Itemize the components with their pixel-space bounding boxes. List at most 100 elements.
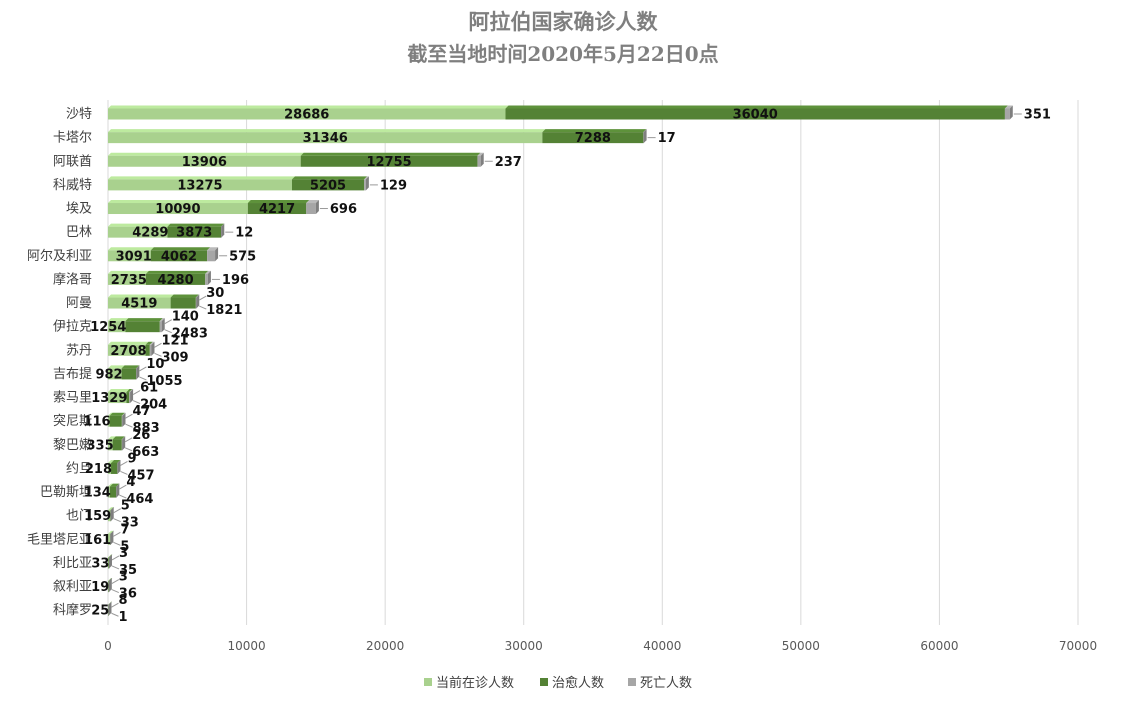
leader-line-s1-14 <box>124 447 133 452</box>
chart-title: 阿拉伯国家确诊人数 <box>469 9 659 34</box>
value-label-s0-10: 2708 <box>110 344 146 359</box>
bar-top-0-18 <box>108 530 114 534</box>
value-label-s2-2: 237 <box>495 155 522 170</box>
value-label-s1-1: 7288 <box>575 131 611 146</box>
category-label-8: 阿曼 <box>66 296 92 311</box>
bar-side-5 <box>221 223 225 238</box>
leader-line-s2-15 <box>120 461 128 466</box>
bar-s1-19 <box>108 557 110 569</box>
bar-side-10 <box>151 341 155 356</box>
value-label-s1-3: 5205 <box>310 178 346 193</box>
leader-line-s1-11 <box>139 376 147 381</box>
bar-s1-20 <box>108 581 109 593</box>
value-label-s1-19: 35 <box>119 563 137 578</box>
bar-top-1-15 <box>111 459 121 463</box>
bar-s2-10 <box>149 344 152 356</box>
bar-s1-7 <box>145 273 206 285</box>
bar-s0-21 <box>108 604 109 616</box>
value-label-s0-6: 3091 <box>116 249 152 264</box>
bar-s1-8 <box>170 297 196 309</box>
category-label-12: 索马里 <box>53 391 92 406</box>
bar-s2-4 <box>306 203 316 215</box>
value-label-s0-9: 1254 <box>90 320 126 335</box>
leader-line-s1-16 <box>119 494 127 499</box>
leader-line-s1-12 <box>132 400 141 405</box>
bar-side-1 <box>643 129 647 144</box>
bar-s1-17 <box>110 510 111 522</box>
leader-line-s1-18 <box>113 541 121 546</box>
leader-line-s2-21 <box>111 602 119 608</box>
bar-top-0-16 <box>108 483 113 487</box>
legend-label-2: 死亡人数 <box>640 676 692 691</box>
value-label-s1-9: 2483 <box>172 327 208 342</box>
value-label-s2-5: 12 <box>235 226 253 241</box>
value-label-s2-19: 3 <box>119 546 128 561</box>
bar-s2-13 <box>121 415 123 427</box>
bar-s0-7 <box>108 273 146 285</box>
value-label-s1-10: 309 <box>161 350 188 365</box>
leader-line-s2-17 <box>113 508 121 514</box>
value-label-s0-15: 218 <box>85 462 112 477</box>
bar-side-9 <box>161 318 165 333</box>
value-label-s1-5: 3873 <box>176 226 212 241</box>
bar-top-0-15 <box>108 459 115 463</box>
bar-top-2-4 <box>306 200 319 204</box>
value-label-s0-0: 28686 <box>284 108 329 123</box>
category-label-11: 吉布提 <box>53 366 92 382</box>
bar-s0-13 <box>108 415 110 427</box>
leader-line-s1-8 <box>199 305 207 310</box>
value-label-s1-17: 33 <box>121 516 139 531</box>
category-label-18: 毛里塔尼亚 <box>27 532 92 547</box>
bar-s0-12 <box>108 392 127 404</box>
category-label-17: 也门 <box>66 509 92 524</box>
bar-s2-14 <box>121 439 123 451</box>
value-label-s2-20: 3 <box>119 570 128 585</box>
bar-s1-10 <box>145 344 150 356</box>
bar-s0-18 <box>108 533 111 545</box>
value-label-s1-8: 1821 <box>206 303 242 318</box>
category-label-20: 叙利亚 <box>53 580 92 595</box>
bar-top-1-7 <box>145 270 209 274</box>
bar-s0-14 <box>108 439 113 451</box>
value-label-s2-10: 121 <box>161 333 188 348</box>
category-label-6: 阿尔及利亚 <box>27 249 92 264</box>
bar-s0-3 <box>108 179 292 191</box>
value-label-s2-17: 5 <box>121 499 130 514</box>
bar-top-2-13 <box>121 412 126 416</box>
value-label-s0-5: 4289 <box>132 226 168 241</box>
bar-top-0-1 <box>108 129 546 133</box>
bar-s0-17 <box>108 510 111 522</box>
category-label-1: 卡塔尔 <box>53 131 92 146</box>
bar-side-12 <box>130 389 134 404</box>
bar-s1-0 <box>505 108 1005 120</box>
leader-line-s2-11 <box>139 366 147 372</box>
x-tick-label-1: 10000 <box>227 639 265 653</box>
category-label-14: 黎巴嫩 <box>53 438 92 453</box>
bar-side-20 <box>108 578 112 593</box>
bar-s1-16 <box>109 486 117 498</box>
leader-line-s1-17 <box>113 518 121 523</box>
category-label-7: 摩洛哥 <box>53 271 92 287</box>
value-label-s2-21: 8 <box>118 593 127 608</box>
value-label-s1-20: 36 <box>119 587 137 602</box>
bar-side-19 <box>108 554 112 569</box>
bar-top-1-3 <box>291 176 368 180</box>
bar-s0-19 <box>108 557 109 569</box>
leader-line-s1-15 <box>120 470 128 475</box>
bar-side-17 <box>110 507 114 522</box>
bar-s1-4 <box>247 203 307 215</box>
leader-line-s1-13 <box>125 423 133 428</box>
bar-top-2-0 <box>1004 105 1013 109</box>
category-label-19: 利比亚 <box>53 556 92 571</box>
legend-label-1: 治愈人数 <box>552 676 604 691</box>
value-label-s1-2: 12755 <box>366 155 411 170</box>
bar-s1-15 <box>111 462 118 474</box>
x-tick-label-7: 70000 <box>1059 639 1097 653</box>
bar-side-15 <box>117 459 121 474</box>
value-label-s1-16: 464 <box>126 492 153 507</box>
bar-side-2 <box>480 152 484 167</box>
leader-line-s2-14 <box>124 437 133 443</box>
value-label-s1-12: 204 <box>140 398 167 413</box>
value-label-s2-1: 17 <box>658 131 676 146</box>
category-label-4: 埃及 <box>66 202 92 217</box>
